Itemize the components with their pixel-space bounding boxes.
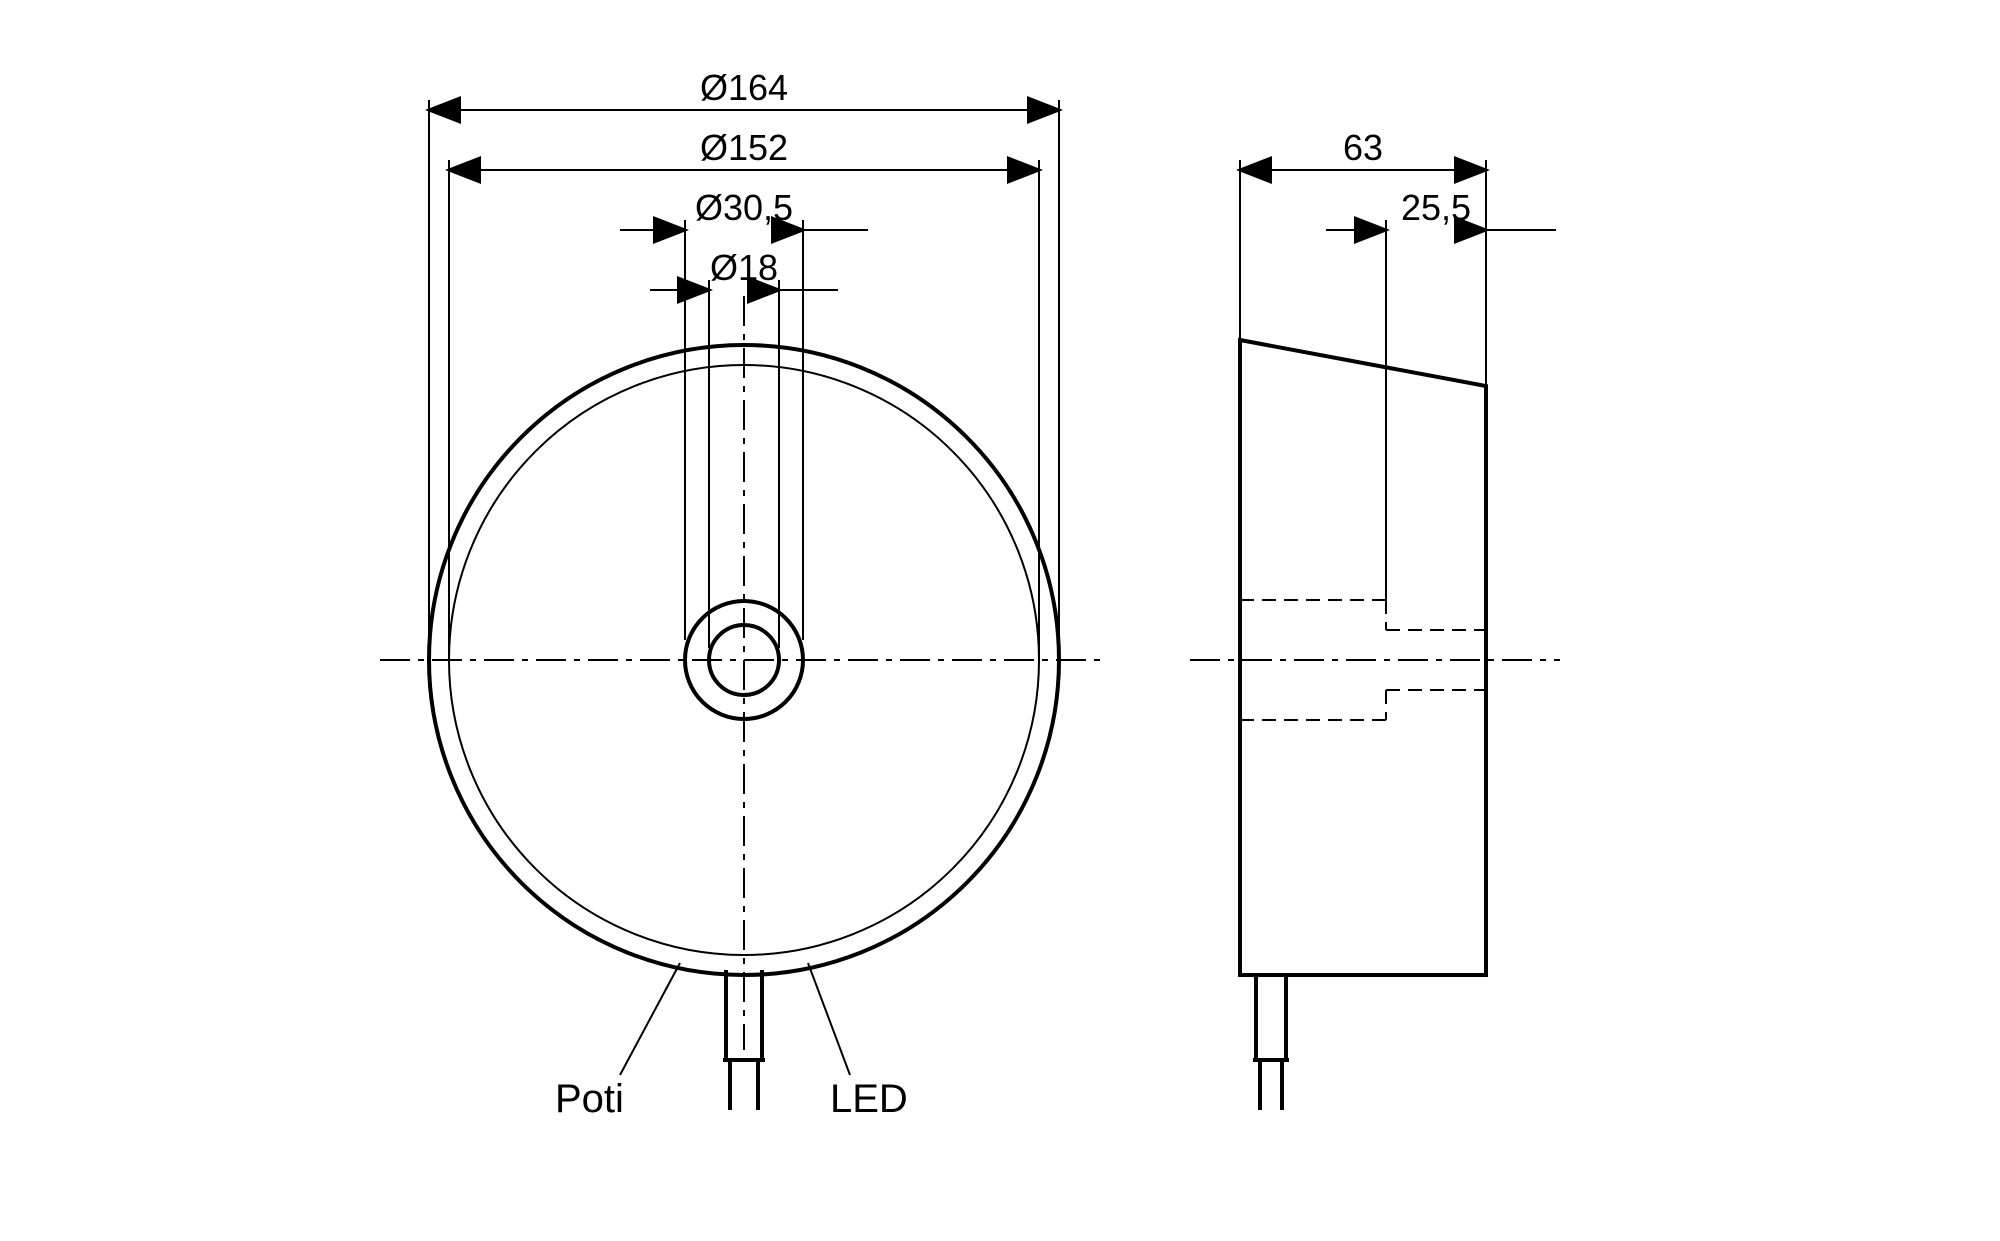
front-view: Ø164 Ø152 Ø30,5 Ø18 Poti LED (380, 67, 1108, 1121)
led-label: LED (830, 1077, 908, 1121)
led-leader (808, 963, 850, 1075)
dim-255-label: 25,5 (1401, 187, 1471, 228)
side-outline (1240, 340, 1486, 975)
poti-leader (620, 963, 680, 1075)
dim-d18-label: Ø18 (710, 247, 778, 288)
dim-63-label: 63 (1343, 127, 1383, 168)
technical-drawing: Ø164 Ø152 Ø30,5 Ø18 Poti LED (0, 0, 2000, 1241)
cable-stub-side (1253, 975, 1289, 1110)
side-view: 63 25,5 (1190, 127, 1560, 1110)
dim-d152-label: Ø152 (700, 127, 788, 168)
dim-d164-label: Ø164 (700, 67, 788, 108)
dim-d305-label: Ø30,5 (695, 187, 793, 228)
poti-label: Poti (555, 1077, 624, 1121)
